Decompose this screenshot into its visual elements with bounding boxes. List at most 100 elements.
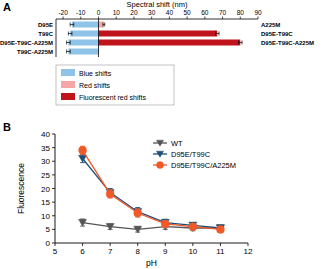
bar	[68, 40, 98, 46]
legend-label: WT	[171, 139, 183, 148]
error-bar	[103, 23, 105, 27]
legend-swatch	[61, 69, 75, 76]
x-tick-label: 11	[216, 247, 225, 256]
x-tick	[248, 243, 249, 246]
row-label-right: D95E-T99C	[261, 31, 293, 37]
x-tick	[98, 17, 99, 20]
error-cap	[242, 41, 243, 45]
y-tick-label: 5	[46, 225, 51, 234]
error-line	[215, 33, 219, 34]
x-tick	[240, 17, 241, 20]
y-tick-label: 20	[41, 185, 50, 194]
error-cap	[102, 23, 103, 27]
x-tick	[258, 17, 259, 20]
x-tick	[165, 243, 166, 246]
y-tick	[52, 161, 55, 162]
x-tick	[220, 243, 221, 246]
error-cap	[70, 50, 71, 54]
error-cap	[70, 23, 71, 27]
x-tick-label: 80	[237, 9, 245, 16]
marker	[79, 155, 87, 162]
marker	[79, 146, 87, 154]
x-axis-line	[55, 243, 248, 244]
x-tick	[137, 243, 138, 246]
bar	[70, 31, 98, 37]
x-tick-label: 12	[244, 247, 253, 256]
error-bar	[70, 23, 74, 27]
x-tick	[151, 17, 152, 20]
error-cap	[68, 32, 69, 36]
legend-label: D95E/T99C/A225M	[171, 161, 236, 170]
x-tick	[222, 17, 223, 20]
error-line	[67, 42, 71, 43]
error-line	[70, 24, 74, 25]
y-axis-title: Fluorescence	[16, 163, 26, 214]
x-tick	[169, 17, 170, 20]
x-tick	[55, 243, 56, 246]
x-axis-title: pH	[146, 258, 157, 268]
legend-frame	[56, 65, 174, 105]
x-tick-label: 7	[108, 247, 113, 256]
error-bar	[67, 50, 71, 54]
x-tick	[63, 17, 64, 20]
error-bar	[68, 32, 72, 36]
error-line	[67, 51, 71, 52]
x-tick-label: 30	[148, 9, 156, 16]
x-tick-label: 9	[163, 247, 168, 256]
error-cap	[66, 50, 67, 54]
y-tick-label: 15	[41, 198, 50, 207]
legend-label: D95E/T99C	[171, 150, 211, 159]
y-tick	[52, 174, 55, 175]
row-label: D95E-T99C-A225M	[0, 40, 53, 46]
x-tick-label: 8	[135, 247, 140, 256]
x-tick-label: 0	[97, 9, 101, 16]
marker	[216, 225, 224, 233]
row-label: T99C	[38, 31, 53, 37]
x-tick-label: 40	[166, 9, 174, 16]
x-tick	[110, 243, 111, 246]
x-tick	[116, 17, 117, 20]
y-tick	[52, 229, 55, 230]
bar	[68, 49, 98, 55]
x-tick	[133, 17, 134, 20]
x-tick	[82, 243, 83, 246]
x-tick-label: 10	[188, 247, 197, 256]
error-cap	[71, 32, 72, 36]
y-tick	[52, 188, 55, 189]
y-tick	[52, 243, 55, 244]
error-line	[239, 42, 243, 43]
y-tick	[52, 134, 55, 135]
error-bar	[67, 41, 71, 45]
plot-area	[79, 146, 225, 233]
x-axis-title: Spectral shift (nm)	[127, 0, 188, 9]
x-tick-label: 60	[201, 9, 209, 16]
marker	[161, 220, 169, 228]
x-tick-label: 5	[53, 247, 58, 256]
marker	[79, 219, 87, 226]
row-label-right: D95E-T99C-A225M	[261, 40, 314, 46]
y-tick-label: 0	[46, 239, 51, 248]
marker	[157, 162, 164, 169]
marker	[189, 223, 197, 231]
legend-label: Red shifts	[79, 82, 111, 89]
y-tick-label: 10	[41, 212, 50, 221]
error-cap	[70, 41, 71, 45]
legend: WT D95E/T99C D95E/T99C/A225M	[153, 139, 236, 170]
legend: Blue shiftsRed shiftsFluorescent red shi…	[56, 65, 174, 105]
bar	[99, 40, 241, 46]
legend-swatch	[61, 93, 75, 100]
x-axis-line	[56, 19, 258, 20]
marker	[106, 223, 114, 230]
y-tick-label: 25	[41, 171, 50, 180]
x-tick-label: 10	[113, 9, 121, 16]
error-cap	[104, 23, 105, 27]
panel-label: B	[3, 121, 11, 133]
bar	[72, 22, 99, 28]
row-label: D95E	[38, 22, 53, 28]
y-tick-label: 30	[41, 157, 50, 166]
x-tick	[187, 17, 188, 20]
y-tick	[52, 202, 55, 203]
x-tick	[204, 17, 205, 20]
x-tick-label: -20	[58, 9, 68, 16]
x-tick-label: 50	[184, 9, 192, 16]
